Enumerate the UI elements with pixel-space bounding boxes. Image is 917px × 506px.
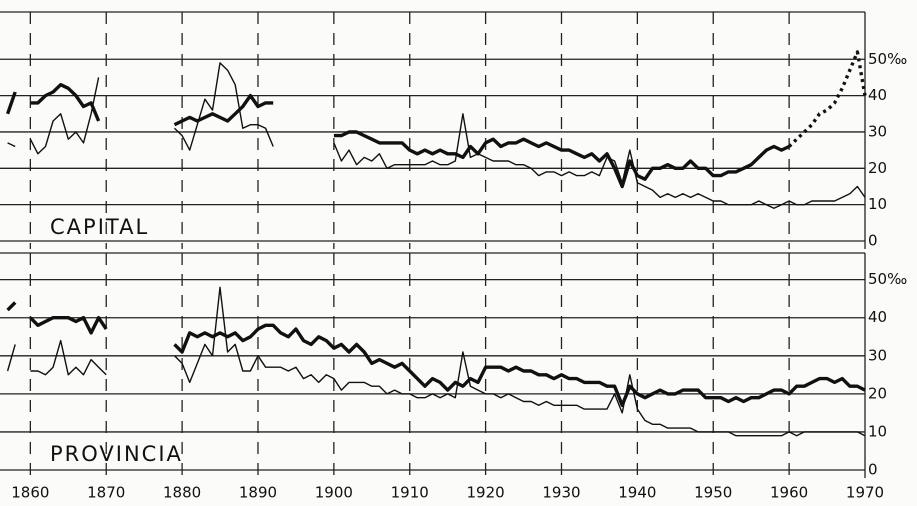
x-tick-label: 1920 [467, 484, 505, 502]
panel-label: CAPITAL [50, 215, 149, 239]
panel-label: PROVINCIA [50, 442, 183, 466]
series-line [787, 50, 867, 148]
y-tick-label: 30 [868, 346, 887, 364]
y-tick-label: 10 [868, 195, 887, 213]
x-tick-label: 1860 [11, 484, 49, 502]
y-tick-label: 20 [868, 384, 887, 402]
y-tick-label: 10 [868, 422, 887, 440]
x-tick-label: 1950 [694, 484, 732, 502]
x-tick-label: 1970 [846, 484, 884, 502]
series-line [7, 62, 866, 209]
y-tick-label: 40 [868, 86, 887, 104]
series-line [5, 83, 790, 189]
x-tick-label: 1910 [391, 484, 429, 502]
x-tick-label: 1930 [542, 484, 580, 502]
series-line [6, 301, 866, 407]
y-tick-label: 50‰ [868, 50, 907, 68]
y-tick-label: 30 [868, 122, 887, 140]
x-tick-label: 1870 [87, 484, 125, 502]
y-tick-label: 0 [868, 461, 878, 479]
y-tick-label: 50‰ [868, 270, 907, 288]
x-tick-label: 1880 [163, 484, 201, 502]
x-tick-label: 1940 [618, 484, 656, 502]
y-tick-label: 0 [868, 232, 878, 250]
series-line [6, 286, 866, 437]
x-tick-label: 1960 [770, 484, 808, 502]
x-tick-label: 1890 [239, 484, 277, 502]
y-tick-label: 20 [868, 159, 887, 177]
x-tick-label: 1900 [315, 484, 353, 502]
y-tick-label: 40 [868, 308, 887, 326]
